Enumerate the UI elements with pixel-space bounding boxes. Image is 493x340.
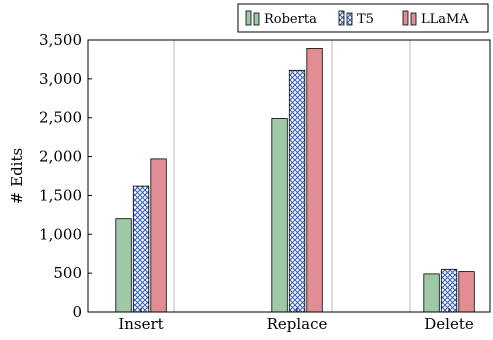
legend-swatch [346, 12, 353, 26]
grid-layer [173, 40, 411, 312]
bar-t5-delete [440, 268, 458, 313]
bar-t5-insert [132, 185, 150, 313]
legend-swatch [338, 10, 345, 26]
plot-frame [87, 39, 491, 313]
y-tick-label: 1,500 [39, 186, 82, 204]
x-tick-label-delete: Delete [424, 315, 474, 333]
bar-llama-insert [150, 158, 167, 313]
y-tick-label: 3,000 [39, 70, 82, 88]
legend-item-roberta[interactable]: Roberta [245, 10, 317, 27]
bar-llama-delete [458, 271, 475, 313]
legend-swatch [253, 12, 260, 26]
y-tick-label: 2,500 [39, 109, 82, 127]
legend-swatch [402, 10, 409, 26]
y-tick-label: 2,000 [39, 148, 82, 166]
axes-layer: 0 500 1,000 1,500 2,000 2,500 3,000 3,500 Insert… [8, 31, 491, 333]
legend-swatch [410, 12, 417, 26]
legend-label: T5 [357, 12, 374, 27]
legend-box [237, 3, 489, 33]
x-tick-label-insert: Insert [118, 315, 163, 333]
bar-roberta-insert [115, 218, 132, 313]
legend-item-llama[interactable]: LLaMA [402, 10, 469, 27]
y-tick-label: 500 [53, 264, 82, 282]
y-tick-label: 1,000 [39, 225, 82, 243]
bars-layer [115, 48, 475, 313]
legend-swatch [245, 10, 252, 26]
bar-roberta-delete [423, 273, 440, 313]
legend-label: Roberta [264, 12, 317, 27]
legend-item-t5[interactable]: T5 [338, 10, 374, 27]
y-tick-label: 0 [72, 303, 82, 321]
legend-label: LLaMA [421, 12, 469, 27]
bar-t5-replace [288, 69, 306, 313]
legend[interactable]: Roberta T5 LLaMA [237, 3, 489, 33]
bar-llama-replace [306, 48, 323, 313]
x-tick-label-replace: Replace [267, 315, 328, 333]
y-tick-label: 3,500 [39, 31, 82, 49]
bar-roberta-replace [271, 118, 288, 313]
y-axis-label: # Edits [8, 148, 26, 204]
